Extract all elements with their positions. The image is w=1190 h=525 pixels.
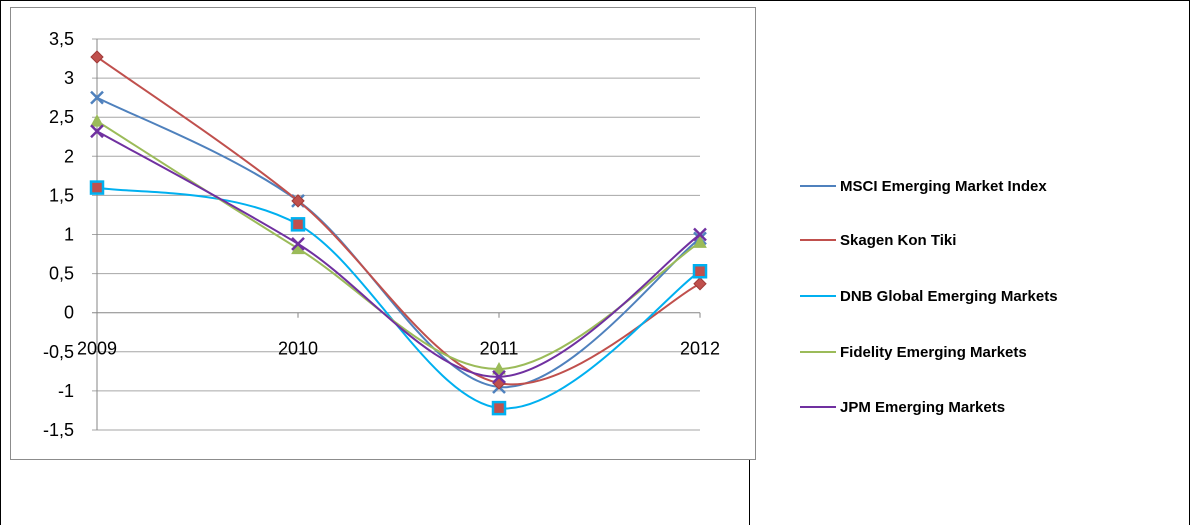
data-point xyxy=(290,217,306,232)
legend-label: DNB Global Emerging Markets xyxy=(840,287,1058,305)
y-tick-label: -1,5 xyxy=(43,420,74,440)
x-tick-label: 2010 xyxy=(278,339,318,359)
series-layer xyxy=(89,50,708,416)
legend-swatch xyxy=(800,295,836,297)
series-line xyxy=(96,130,701,378)
series-5 xyxy=(90,124,707,384)
y-tick-label: -0,5 xyxy=(43,342,74,362)
legend-item: DNB Global Emerging Markets xyxy=(800,282,1058,310)
data-point xyxy=(491,400,507,416)
series-3 xyxy=(89,180,708,416)
legend-swatch xyxy=(800,185,836,187)
x-tick-label: 2012 xyxy=(680,339,720,359)
legend-swatch xyxy=(800,406,836,408)
series-line xyxy=(96,186,701,410)
data-point xyxy=(692,264,708,279)
legend-label: JPM Emerging Markets xyxy=(840,398,1006,416)
legend-label: Fidelity Emerging Markets xyxy=(840,343,1027,361)
data-point xyxy=(693,227,707,242)
data-point xyxy=(90,90,104,105)
legend-label: MSCI Emerging Market Index xyxy=(840,177,1047,195)
data-point xyxy=(492,361,506,375)
y-tick-label: -1 xyxy=(58,381,74,401)
legend-item: Skagen Kon Tiki xyxy=(800,226,956,254)
legend-item: JPM Emerging Markets xyxy=(800,393,1005,421)
series-line xyxy=(96,56,701,386)
data-point xyxy=(291,237,305,251)
legend-label: Skagen Kon Tiki xyxy=(840,231,957,249)
data-point xyxy=(693,277,707,291)
legend-item: MSCI Emerging Market Index xyxy=(800,172,1047,200)
legend-swatch xyxy=(800,239,836,241)
y-tick-label: 1,5 xyxy=(49,185,74,205)
axes: 3,5 3 2,5 2 1,5 1 0,5 0 -0,5 -1 -1,5 2009 2010 2011 20… xyxy=(43,29,720,440)
y-tick-label: 2,5 xyxy=(49,107,74,127)
y-tick-label: 0,5 xyxy=(49,264,74,284)
series-line xyxy=(96,96,701,389)
y-tick-label: 3,5 xyxy=(49,29,74,49)
data-point xyxy=(291,194,305,208)
legend-swatch xyxy=(800,351,836,353)
data-point xyxy=(89,180,105,195)
x-tick-label: 2011 xyxy=(480,339,519,359)
x-tick-label: 2009 xyxy=(77,339,117,359)
y-tick-label: 2 xyxy=(64,146,74,166)
y-tick-label: 3 xyxy=(64,68,74,88)
y-tick-label: 0 xyxy=(64,303,74,323)
data-point xyxy=(693,235,707,248)
data-point xyxy=(90,114,104,127)
data-point xyxy=(492,369,506,384)
legend-item: Fidelity Emerging Markets xyxy=(800,338,1027,366)
data-point xyxy=(90,50,104,64)
data-point xyxy=(90,124,104,139)
y-tick-label: 1 xyxy=(64,225,74,245)
